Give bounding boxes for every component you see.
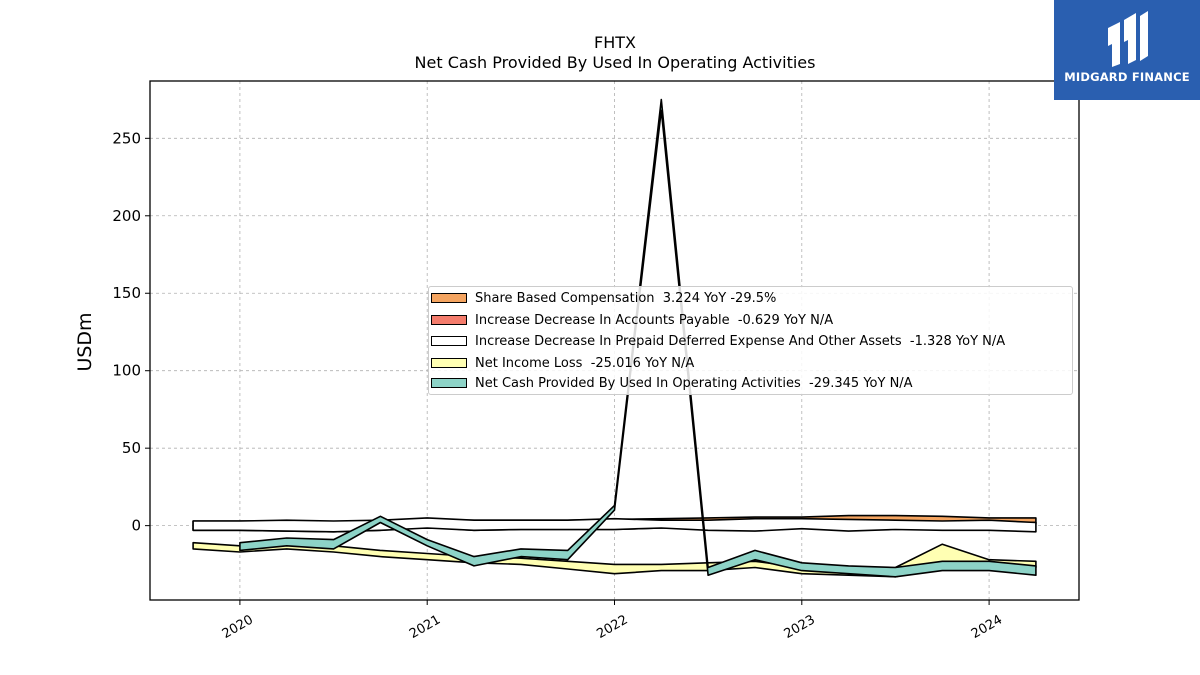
brand-logo: MIDGARD FINANCE: [1054, 0, 1200, 100]
legend-item-share-based-compensation: Share Based Compensation 3.224 YoY -29.5…: [429, 288, 776, 308]
legend-label: Increase Decrease In Accounts Payable -0…: [475, 312, 834, 328]
legend-swatch: [431, 315, 467, 325]
legend-swatch: [431, 378, 467, 388]
legend-label: Net Cash Provided By Used In Operating A…: [475, 375, 913, 391]
legend-swatch: [431, 293, 467, 303]
y-ticks: 0 50 100 150 200 250: [112, 129, 150, 535]
y-tick-label: 100: [112, 362, 141, 380]
y-tick-label: 200: [112, 207, 141, 225]
y-tick-label: 250: [112, 129, 141, 147]
x-tick-label: 2022: [594, 612, 630, 642]
x-tick-label: 2020: [220, 612, 256, 642]
y-tick-label: 50: [122, 439, 141, 457]
x-ticks: 2020 2021 2022 2023 2024: [220, 600, 1005, 642]
legend-item-prepaid-deferred: Increase Decrease In Prepaid Deferred Ex…: [429, 331, 1005, 351]
legend-item-accounts-payable: Increase Decrease In Accounts Payable -0…: [429, 310, 833, 330]
midgard-logo-icon: [1108, 11, 1148, 67]
legend-item-net-cash-operating: Net Cash Provided By Used In Operating A…: [429, 373, 913, 393]
legend: Share Based Compensation 3.224 YoY -29.5…: [428, 286, 1073, 395]
legend-swatch: [431, 358, 467, 368]
series-band-2: [192, 517, 1037, 533]
legend-item-net-income-loss: Net Income Loss -25.016 YoY N/A: [429, 353, 694, 373]
legend-label: Increase Decrease In Prepaid Deferred Ex…: [475, 333, 1006, 349]
chart-title: FHTX: [594, 33, 636, 52]
brand-name: MIDGARD FINANCE: [1064, 70, 1190, 84]
legend-label: Share Based Compensation 3.224 YoY -29.5…: [475, 290, 777, 306]
x-tick-label: 2021: [407, 612, 443, 642]
y-tick-label: 150: [112, 284, 141, 302]
y-axis-label: USDm: [74, 312, 96, 371]
series-band-4: [239, 98, 1037, 578]
x-tick-label: 2024: [969, 612, 1005, 642]
chart-subtitle: Net Cash Provided By Used In Operating A…: [415, 53, 816, 72]
legend-swatch: [431, 336, 467, 346]
series-layer: [192, 98, 1037, 578]
y-tick-label: 0: [131, 517, 141, 535]
x-tick-label: 2023: [782, 612, 818, 642]
legend-label: Net Income Loss -25.016 YoY N/A: [475, 355, 695, 371]
